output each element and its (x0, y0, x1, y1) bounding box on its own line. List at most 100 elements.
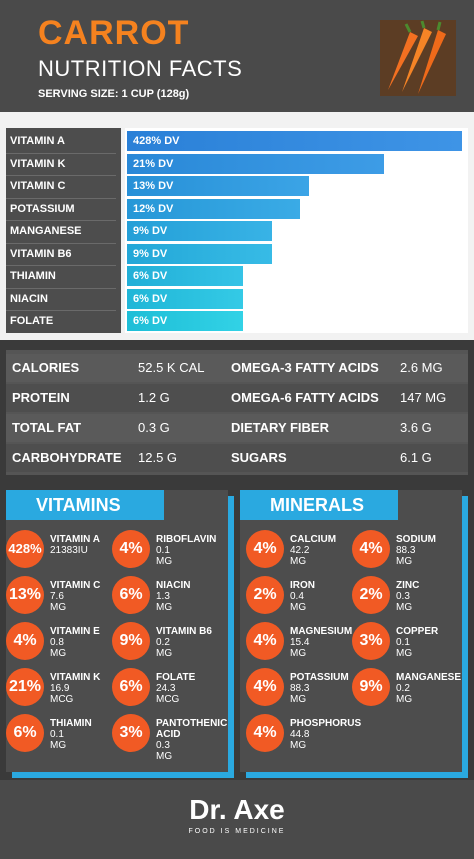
macro-value: 147 MG (400, 390, 447, 405)
dv-label: NIACIN (10, 292, 48, 305)
dv-bar: 9% DV (127, 243, 272, 264)
percent-circle: 13% (6, 576, 44, 614)
percent-circle: 6% (6, 714, 44, 752)
macro-value: 52.5 K CAL (138, 360, 205, 375)
nutrient-amount: 16.9 MCG (50, 683, 74, 705)
nutrient-name: FOLATE (156, 672, 196, 683)
macro-row: TOTAL FAT 0.3 G DIETARY FIBER 3.6 G (6, 414, 468, 442)
page-subtitle: NUTRITION FACTS (38, 56, 243, 81)
dv-labels-panel (6, 128, 121, 333)
dv-label: VITAMIN A (10, 135, 65, 147)
percent-circle: 2% (246, 576, 284, 614)
percent-circle: 9% (352, 668, 390, 706)
macro-label: OMEGA-6 FATTY ACIDS (231, 390, 379, 405)
footer (0, 780, 474, 859)
percent-circle: 21% (6, 668, 44, 706)
percent-circle: 6% (112, 668, 150, 706)
dv-separator (6, 197, 116, 199)
nutrient-amount: 88.3 MG (396, 545, 416, 567)
dv-label: POTASSIUM (10, 202, 75, 215)
minerals-title: MINERALS (240, 490, 398, 520)
dv-bar: 6% DV (127, 311, 244, 331)
macro-value: 6.1 G (400, 450, 432, 465)
page-title: CARROT (38, 14, 190, 52)
percent-circle: 3% (352, 622, 390, 660)
brand-logo: Dr. Axe (189, 794, 285, 825)
vitamins-title: VITAMINS (6, 490, 164, 520)
nutrient-amount: 0.2 MG (396, 683, 413, 705)
dv-bar: 6% DV (127, 288, 244, 309)
macro-label: DIETARY FIBER (231, 420, 329, 435)
serving-size: SERVING SIZE: 1 CUP (128g) (38, 88, 190, 100)
nutrient-amount: 24.3 MCG (156, 683, 180, 705)
nutrient-name: VITAMIN A (50, 534, 100, 545)
dv-bar: 428% DV (127, 131, 462, 151)
nutrient-amount: 0.3 MG (396, 591, 413, 613)
percent-circle: 6% (112, 576, 150, 614)
dv-separator (6, 242, 116, 244)
dv-bar: 21% DV (127, 153, 385, 174)
dv-bar: 9% DV (127, 221, 272, 241)
macro-value: 2.6 MG (400, 360, 443, 375)
macro-label: PROTEIN (12, 390, 70, 405)
nutrient-amount: 44.8 MG (290, 729, 310, 751)
nutrient-amount: 15.4 MG (290, 637, 310, 659)
dv-label: VITAMIN C (10, 180, 66, 192)
dv-label: THIAMIN (10, 270, 56, 282)
nutrient-name: MANGANESE (396, 672, 462, 683)
dv-separator (6, 175, 116, 176)
macro-value: 1.2 G (138, 390, 170, 405)
percent-circle: 3% (112, 714, 150, 752)
dv-label: MANGANESE (10, 225, 82, 237)
macro-value: 12.5 G (138, 450, 178, 465)
nutrient-name: VITAMIN C (50, 580, 101, 591)
dv-bar: 13% DV (127, 176, 310, 196)
nutrient-amount: 0.2 MG (156, 637, 173, 659)
percent-circle: 4% (246, 622, 284, 660)
macro-label: TOTAL FAT (12, 420, 82, 435)
nutrient-name: SODIUM (396, 534, 436, 545)
nutrient-name: VITAMIN E (50, 626, 100, 637)
percent-circle: 428% (6, 530, 44, 568)
nutrient-name: IRON (290, 580, 315, 591)
nutrient-amount: 21383IU (50, 545, 88, 556)
dv-bar: 12% DV (127, 198, 300, 219)
percent-circle: 4% (246, 530, 284, 568)
nutrient-name: VITAMIN B6 (156, 626, 212, 637)
nutrient-name: COPPER (396, 626, 439, 637)
nutrient-name: NIACIN (156, 580, 191, 591)
dv-label: FOLATE (10, 315, 54, 327)
nutrient-amount: 0.1 MG (50, 729, 67, 751)
dv-label: VITAMIN B6 (10, 247, 72, 260)
macro-label: SUGARS (231, 450, 287, 465)
nutrient-amount: 0.8 MG (50, 637, 67, 659)
percent-circle: 4% (246, 668, 284, 706)
carrot-image (380, 20, 456, 96)
nutrient-name: POTASSIUM (290, 672, 349, 683)
nutrient-name: PANTOTHENIC ACID (156, 718, 228, 740)
percent-circle: 4% (112, 530, 150, 568)
nutrient-amount: 0.4 MG (290, 591, 307, 613)
macro-row: CALORIES 52.5 K CAL OMEGA-3 FATTY ACIDS 2.6… (6, 354, 468, 382)
nutrient-amount: 0.1 MG (396, 637, 413, 659)
macro-value: 0.3 G (138, 420, 170, 435)
percent-circle: 4% (246, 714, 284, 752)
dv-separator (6, 152, 116, 154)
brand-tagline: FOOD IS MEDICINE (188, 828, 286, 835)
macro-label: CARBOHYDRATE (12, 450, 122, 465)
macro-row: CARBOHYDRATE 12.5 G SUGARS 6.1 G (6, 444, 468, 472)
dv-label: VITAMIN K (10, 157, 66, 170)
nutrient-name: ZINC (396, 580, 420, 591)
macro-label: OMEGA-3 FATTY ACIDS (231, 360, 379, 375)
percent-circle: 4% (6, 622, 44, 660)
nutrient-amount: 7.6 MG (50, 591, 67, 613)
dv-separator (6, 220, 116, 221)
dv-separator (6, 310, 116, 311)
nutrient-amount: 88.3 MG (290, 683, 310, 705)
percent-circle: 2% (352, 576, 390, 614)
macro-value: 3.6 G (400, 420, 432, 435)
nutrient-amount: 1.3 MG (156, 591, 173, 613)
nutrient-amount: 0.3 MG (156, 740, 173, 762)
nutrient-amount: 42.2 MG (290, 545, 310, 567)
nutrient-amount: 0.1 MG (156, 545, 173, 567)
